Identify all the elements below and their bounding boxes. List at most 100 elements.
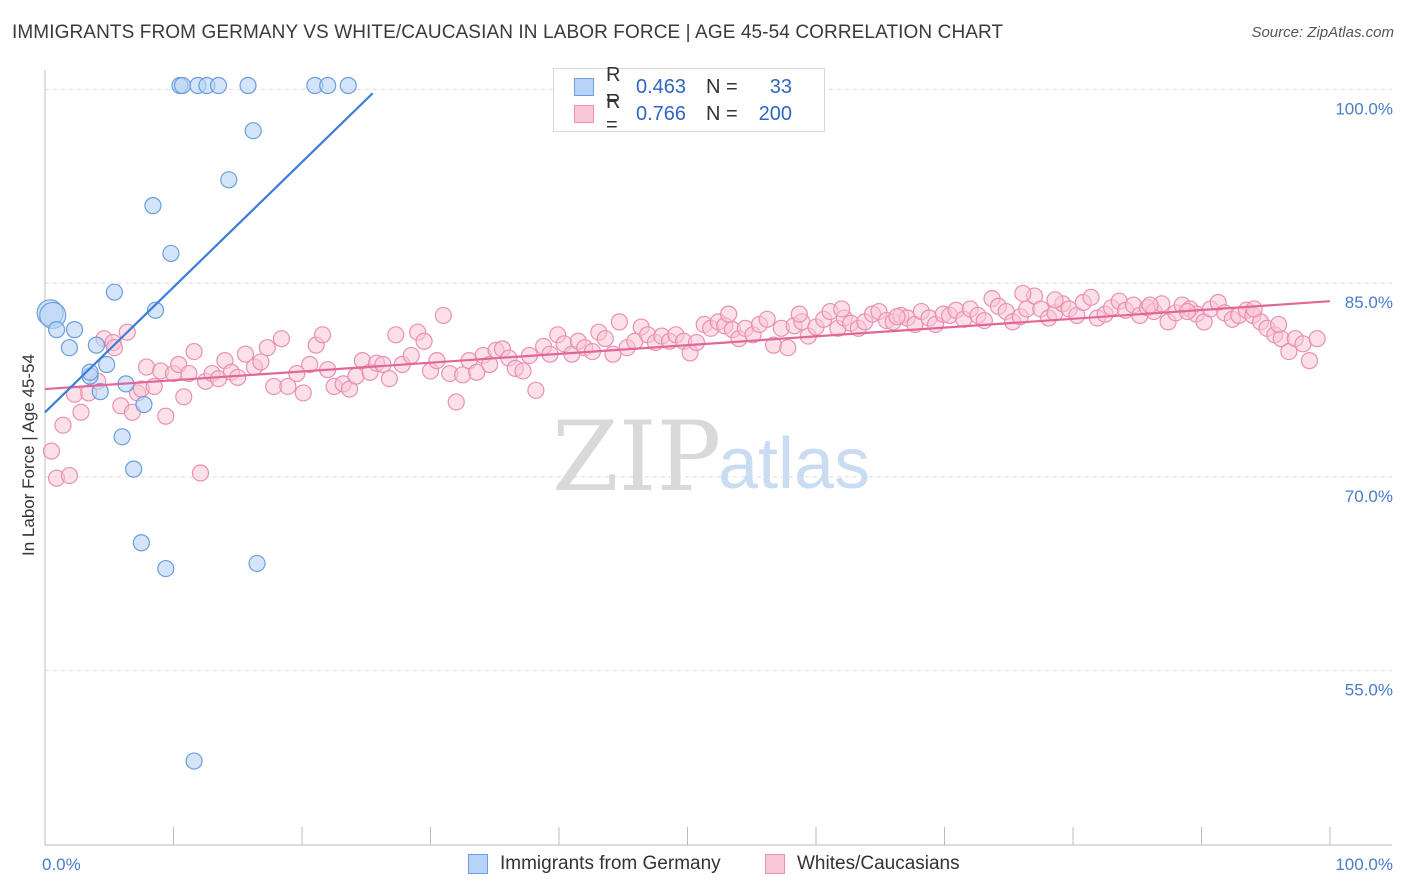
germany-point <box>185 752 203 770</box>
germany-point <box>60 339 79 357</box>
germany-point <box>319 76 337 95</box>
whites-point <box>157 407 175 425</box>
legend-r-label: R = <box>606 91 621 136</box>
whites-point <box>447 393 465 411</box>
whites-point <box>596 330 614 348</box>
watermark-atlas: atlas <box>718 424 870 504</box>
bottom-legend-label-germany: Immigrants from Germany <box>500 853 721 874</box>
whites-point <box>1014 284 1032 303</box>
whites-point <box>347 367 365 385</box>
whites-point <box>468 363 486 381</box>
legend-n-value: 200 <box>758 102 792 125</box>
whites-point <box>1245 300 1263 318</box>
whites-point <box>790 305 808 323</box>
legend-row-germany: R = 0.463 N = 33 <box>574 64 792 109</box>
whites-point <box>888 308 906 326</box>
bottom-legend-swatch-whites <box>765 854 785 874</box>
legend-r-value: 0.463 <box>636 75 687 98</box>
chart-title: IMMIGRANTS FROM GERMANY VS WHITE/CAUCASI… <box>12 22 1004 43</box>
germany-point <box>146 301 165 319</box>
legend-r-value: 0.766 <box>636 102 687 125</box>
whites-point <box>1046 291 1064 309</box>
bottom-legend-swatch-germany <box>468 854 488 874</box>
whites-point <box>481 355 499 374</box>
germany-point <box>98 355 116 374</box>
y-tick-label: 70.0% <box>1345 487 1393 506</box>
whites-point <box>527 381 545 399</box>
gridlines <box>45 88 1392 672</box>
source-credit: Source: ZipAtlas.com <box>1251 24 1394 41</box>
legend-r-label: R = <box>606 64 621 109</box>
whites-point <box>514 362 532 380</box>
germany-point <box>135 395 153 414</box>
germany-point <box>248 554 266 573</box>
whites-point <box>1308 330 1326 348</box>
whites-point <box>610 313 628 331</box>
whites-point <box>313 326 332 344</box>
whites-point <box>252 353 270 371</box>
whites-point <box>454 366 472 384</box>
legend-n-label: N = <box>706 102 738 125</box>
whites-point <box>236 345 255 363</box>
x-tick-labels: 0.0% 100.0% <box>42 855 1393 874</box>
y-axis-title: In Labor Force | Age 45-54 <box>19 354 38 556</box>
bottom-legend-whites: Whites/Caucasians <box>765 852 960 876</box>
germany-point <box>144 197 162 215</box>
whites-point <box>1141 296 1159 314</box>
whites-point <box>434 306 452 325</box>
x-tick-label: 100.0% <box>1335 855 1393 874</box>
germany-point <box>113 428 131 446</box>
germany-point <box>157 559 175 578</box>
legend-swatch-whites <box>574 105 594 123</box>
stats-legend: R = 0.463 N = 33 R = 0.766 N = 200 <box>553 64 825 136</box>
whites-point <box>687 333 706 352</box>
whites-point <box>191 464 210 482</box>
germany-point <box>105 283 123 301</box>
germany-point <box>132 534 150 552</box>
watermark-zip: ZIP <box>552 401 721 513</box>
whites-point <box>1300 352 1319 370</box>
germany-point <box>220 171 238 189</box>
whites-point <box>42 442 61 460</box>
germany-point <box>244 122 262 140</box>
whites-point <box>54 416 72 434</box>
legend-row-whites: R = 0.766 N = 200 <box>574 91 792 136</box>
bottom-legend-label-whites: Whites/Caucasians <box>797 853 960 874</box>
whites-point <box>72 403 90 421</box>
whites-point <box>387 326 405 344</box>
germany-point <box>173 76 192 95</box>
whites-point <box>380 370 398 388</box>
whites-point <box>428 352 446 370</box>
whites-point <box>105 339 123 357</box>
whites-point <box>402 346 420 365</box>
whites-point <box>1269 315 1288 334</box>
germany-point <box>87 336 106 354</box>
germany-point <box>339 76 357 95</box>
x-tick-label: 0.0% <box>42 855 81 874</box>
whites-point <box>272 330 291 348</box>
y-tick-labels: 100.0% 85.0% 70.0% 55.0% <box>1335 99 1393 699</box>
legend-n-value: 33 <box>769 75 792 98</box>
germany-point <box>162 244 180 263</box>
whites-point <box>301 355 319 374</box>
bottom-legend-germany: Immigrants from Germany <box>468 852 721 876</box>
germany-point <box>81 363 99 381</box>
whites-point <box>185 342 203 361</box>
whites-point <box>779 339 797 357</box>
germany-point <box>239 76 257 95</box>
y-tick-label: 85.0% <box>1345 293 1393 312</box>
germany-point <box>209 76 228 95</box>
whites-point <box>137 358 156 376</box>
whites-point <box>1082 288 1100 306</box>
y-tick-label: 55.0% <box>1345 681 1393 700</box>
whites-point <box>175 388 193 406</box>
germany-trend-line <box>44 92 374 414</box>
whites-point <box>258 339 276 357</box>
whites-point <box>833 300 851 318</box>
trend-lines <box>44 92 1331 414</box>
y-tick-label: 100.0% <box>1335 99 1393 118</box>
whites-point <box>180 364 198 383</box>
legend-n-label: N = <box>706 75 738 98</box>
whites-point <box>229 368 247 387</box>
